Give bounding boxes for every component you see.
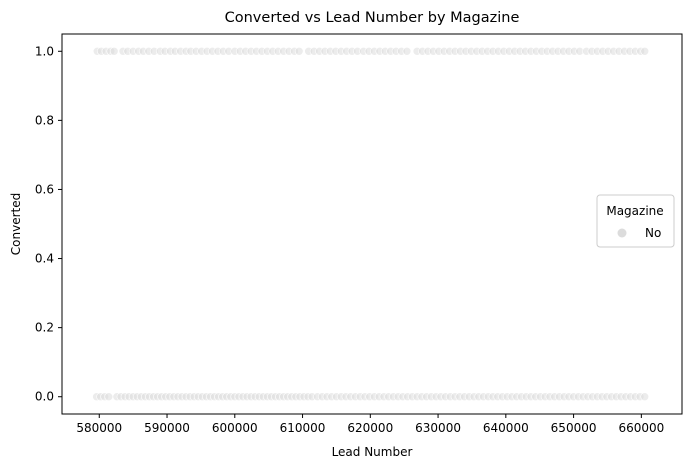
legend-box	[596, 194, 675, 248]
x-tick-label: 650000	[551, 421, 597, 435]
legend-label-no: No	[645, 226, 661, 240]
y-tick-label: 0.2	[35, 321, 54, 335]
data-point	[640, 392, 650, 402]
legend-marker-no	[617, 228, 627, 238]
legend-title: Magazine	[606, 204, 663, 218]
y-tick-label: 0.6	[35, 182, 54, 196]
x-tick-label: 600000	[212, 421, 258, 435]
x-tick-label: 660000	[618, 421, 664, 435]
data-point	[104, 392, 114, 402]
x-axis-label: Lead Number	[332, 445, 413, 459]
data-point	[402, 46, 412, 56]
x-tick-label: 610000	[280, 421, 326, 435]
x-tick-label: 630000	[415, 421, 461, 435]
data-point	[640, 46, 650, 56]
y-tick-label: 1.0	[35, 44, 54, 58]
data-point	[294, 46, 304, 56]
y-tick-label: 0.0	[35, 390, 54, 404]
y-axis-label: Converted	[9, 193, 23, 255]
y-tick-label: 0.4	[35, 252, 54, 266]
x-tick-label: 590000	[144, 421, 190, 435]
x-tick-label: 580000	[76, 421, 122, 435]
points-layer	[92, 46, 650, 402]
y-tick-label: 0.8	[35, 113, 54, 127]
x-tick-label: 620000	[347, 421, 393, 435]
plot-frame	[61, 33, 683, 415]
ticks-layer: 580000 590000 600000 610000 620000 630000 6400…	[35, 44, 664, 435]
legend: Magazine No	[596, 194, 675, 248]
chart-title: Converted vs Lead Number by Magazine	[225, 10, 520, 26]
data-point	[109, 46, 119, 56]
x-tick-label: 640000	[483, 421, 529, 435]
